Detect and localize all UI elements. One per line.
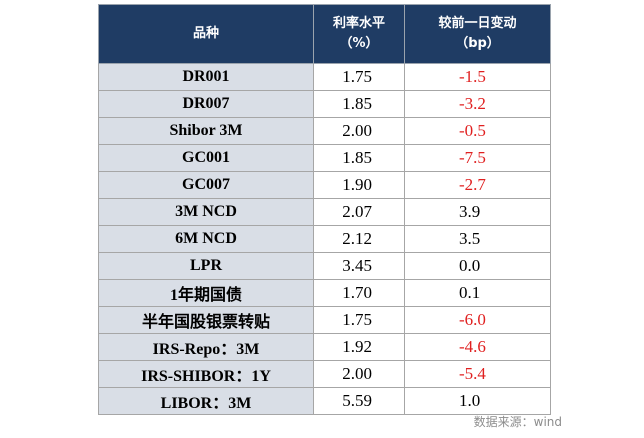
row-rate-cell: 1.90 [313,171,405,199]
row-rate-cell: 1.85 [313,90,405,118]
row-rate-cell: 1.75 [313,306,405,334]
table-row: GC001 1.85 -7.5 [98,144,551,172]
table-row: 1年期国债 1.70 0.1 [98,279,551,307]
row-name-cell: IRS-SHIBOR：1Y [98,360,314,388]
row-name-cell: GC007 [98,171,314,199]
row-name-cell: IRS-Repo：3M [98,333,314,361]
table-row: IRS-SHIBOR：1Y 2.00 -5.4 [98,360,551,388]
row-change-cell: 0.1 [404,279,551,307]
table-body: DR001 1.75 -1.5 DR007 1.85 -3.2 Shibor 3M 2.00-… [98,63,551,415]
table-header-row: 品种 利率水平 （%） 较前一日变动 （bp） [98,4,551,64]
row-change-cell: 1.0 [404,387,551,415]
row-name-cell: DR007 [98,90,314,118]
header-name: 品种 [98,4,314,64]
row-name-cell: 半年国股银票转贴 [98,306,314,334]
table-row: DR001 1.75 -1.5 [98,63,551,91]
row-rate-cell: 1.70 [313,279,405,307]
row-change-cell: -6.0 [404,306,551,334]
row-rate-cell: 5.59 [313,387,405,415]
row-name-cell: LPR [98,252,314,280]
rates-table: 品种 利率水平 （%） 较前一日变动 （bp） DR001 1.75 -1.5 DR0… [98,4,551,415]
table-row: 3M NCD 2.07 3.9 [98,198,551,226]
row-change-cell: -3.2 [404,90,551,118]
row-change-cell: -5.4 [404,360,551,388]
header-change: 较前一日变动 （bp） [404,4,551,64]
row-name-cell: 1年期国债 [98,279,314,307]
row-change-cell: 3.5 [404,225,551,253]
table-row: 6M NCD 2.12 3.5 [98,225,551,253]
table-row: DR007 1.85 -3.2 [98,90,551,118]
row-name-cell: 3M NCD [98,198,314,226]
row-rate-cell: 3.45 [313,252,405,280]
rates-table-container: 品种 利率水平 （%） 较前一日变动 （bp） DR001 1.75 -1.5 DR0… [98,4,551,415]
row-name-cell: Shibor 3M [98,117,314,145]
table-row: LIBOR：3M 5.59 1.0 [98,387,551,415]
header-rate-line1: 利率水平 [332,16,385,31]
row-name-cell: GC001 [98,144,314,172]
row-rate-cell: 2.12 [313,225,405,253]
row-change-cell: 3.9 [404,198,551,226]
row-change-cell: -1.5 [404,63,551,91]
header-change-line2: （bp） [455,36,500,51]
header-change-line1: 较前一日变动 [438,16,517,31]
table-row: GC007 1.90 -2.7 [98,171,551,199]
table-row: LPR 3.45 0.0 [98,252,551,280]
row-rate-cell: 1.85 [313,144,405,172]
row-change-cell: -0.5 [404,117,551,145]
row-rate-cell: 1.75 [313,63,405,91]
row-rate-cell: 2.07 [313,198,405,226]
row-name-cell: DR001 [98,63,314,91]
row-rate-cell: 2.00 [313,117,405,145]
row-rate-cell: 2.00 [313,360,405,388]
row-change-cell: 0.0 [404,252,551,280]
header-rate: 利率水平 （%） [313,4,405,64]
row-change-cell: -2.7 [404,171,551,199]
row-rate-cell: 1.92 [313,333,405,361]
source-note: 数据来源：wind [473,415,562,429]
row-change-cell: -7.5 [404,144,551,172]
row-name-cell: 6M NCD [98,225,314,253]
table-row: IRS-Repo：3M 1.92 -4.6 [98,333,551,361]
table-row: 半年国股银票转贴 1.75 -6.0 [98,306,551,334]
table-row: Shibor 3M 2.00 -0.5 [98,117,551,145]
row-name-cell: LIBOR：3M [98,387,314,415]
header-rate-line2: （%） [339,36,379,51]
row-change-cell: -4.6 [404,333,551,361]
